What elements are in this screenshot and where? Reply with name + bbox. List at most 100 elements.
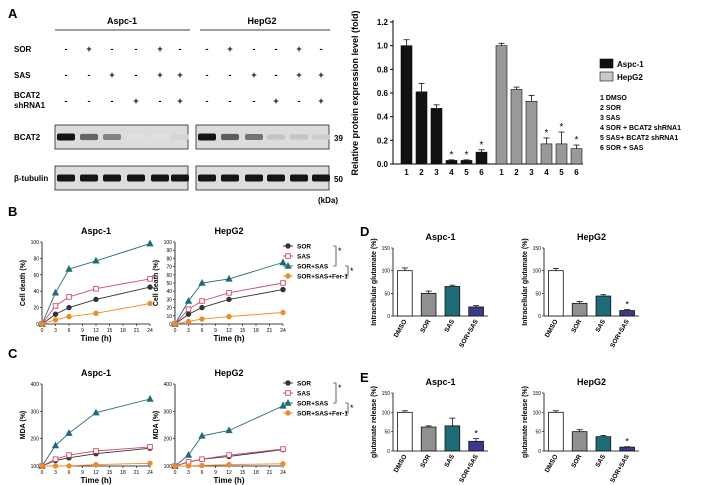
treatment-sign: - [206,44,209,54]
data-point [147,276,153,282]
x-tick-label: 6 [201,470,204,476]
y-tick-label: 0 [36,322,39,328]
significance-bracket [345,402,349,414]
x-tick-label: 0 [174,328,177,334]
legend-item: 5 SAS+ BCAT2 shRNA1 [600,135,678,142]
chart-title: Aspc-1 [81,368,111,378]
blot-band [151,174,169,182]
treatment-sign: - [206,70,209,80]
blot-label-bcat2: BCAT2 [14,133,41,142]
x-tick-label: 2 [514,168,519,177]
significance-mark: * [625,437,629,447]
x-tick-label: 24 [147,328,153,334]
treatment-sign: + [318,96,323,106]
y-tick-label: 30 [166,297,172,303]
legend-item: 1 DMSO [600,95,627,102]
y-tick-label: 50 [535,430,541,436]
x-tick-label: DMSO [544,454,560,474]
treatment-sign: - [65,70,68,80]
row-label-shrna1: shRNA1 [14,101,46,110]
y-axis-label: Intracellular glutamate (%) [371,238,378,326]
blot-band [267,134,285,140]
legend-item: 3 SAS [600,115,621,122]
x-tick-label: 6 [68,328,71,334]
protein-expression-bar-chart: 0.0 0.2 0.4 0.6 0.8 1.0 1.2 Relative protein ex… [350,10,583,177]
intracellular-glutamate-chart-aspc: Aspc-1 0 50 100 150 Intracellular glutamate (… [371,232,488,349]
x-tick-label: 12 [226,328,232,334]
bar [555,143,568,165]
treatment-sign: - [65,96,68,106]
row-label-sas: SAS [14,71,31,80]
x-tick-label: 3 [434,168,439,177]
x-axis-label: Time (h) [214,476,245,485]
data-point [285,410,291,416]
bar [548,411,564,452]
data-point [52,303,59,309]
x-axis-label: Time (h) [214,334,245,343]
treatment-sign: - [111,96,114,106]
treatment-sign: - [111,44,114,54]
y-tick-label: 0.4 [377,113,389,122]
treatment-sign: - [298,96,301,106]
x-tick-label: 15 [240,328,246,334]
legend-label: SOR [297,244,311,251]
data-point [226,452,232,458]
data-point [52,317,59,323]
bar [444,425,461,452]
x-tick-label: SOR [419,453,432,469]
cell-death-chart-hepg2: HepG2 0 10 20 30 40 50 60 70 80 90 100 0 3 6 9 12 15 18 21 2… [153,226,287,343]
treatment-sign: + [133,96,138,106]
blot-band [151,134,169,140]
x-tick-label: SAS [594,453,607,469]
data-point [39,321,45,327]
x-tick-label: 15 [107,470,113,476]
treatment-sign: - [135,70,138,80]
data-point [198,431,206,439]
y-tick-label: 20 [33,306,39,312]
treatment-sign: + [273,96,278,106]
blot-band [221,133,239,141]
mda-chart-aspc: Aspc-1 100 200 300 400 0 3 6 9 12 15 18 21 24 Time (h)… [20,368,154,485]
y-axis-label: MDA (%) [20,411,27,440]
data-point [226,296,232,303]
data-point [226,313,232,320]
bar [468,440,484,452]
x-tick-label: 9 [81,328,84,334]
data-point [146,239,154,247]
data-point [65,265,73,272]
bar [444,286,461,317]
x-tick-label: 4 [544,168,549,177]
y-tick-label: 300 [31,409,40,415]
y-tick-label: 200 [31,437,40,443]
data-point [284,398,292,406]
data-point [147,444,153,450]
data-point [52,456,59,462]
data-point [198,278,206,286]
data-point [52,463,59,469]
x-tick-label: SAS [443,318,456,334]
data-point [185,306,192,312]
blot-band [198,133,216,141]
y-tick-label: 40 [166,289,172,295]
y-tick-label: 400 [31,382,40,388]
x-tick-label: 21 [134,328,140,334]
x-tick-label: 21 [134,470,140,476]
row-label-bcat2: BCAT2 [14,91,41,100]
panel-letter-c: C [8,346,18,361]
chart-title: Aspc-1 [81,226,111,236]
treatment-sign: - [275,70,278,80]
data-point [199,298,205,304]
blot-band [127,134,145,140]
legend-label: SOR+SAS+Fer-1 [297,274,348,281]
data-point [146,394,154,402]
bar [571,431,588,452]
legend-label: SOR+SAS+Fer-1 [297,411,348,418]
x-tick-label: SOR [570,453,583,469]
significance-mark: * [465,150,469,161]
chart-title: HepG2 [577,232,606,242]
y-tick-label: 1.2 [377,18,389,27]
data-point [93,285,99,292]
data-point [147,300,153,307]
significance-mark: * [338,246,342,256]
